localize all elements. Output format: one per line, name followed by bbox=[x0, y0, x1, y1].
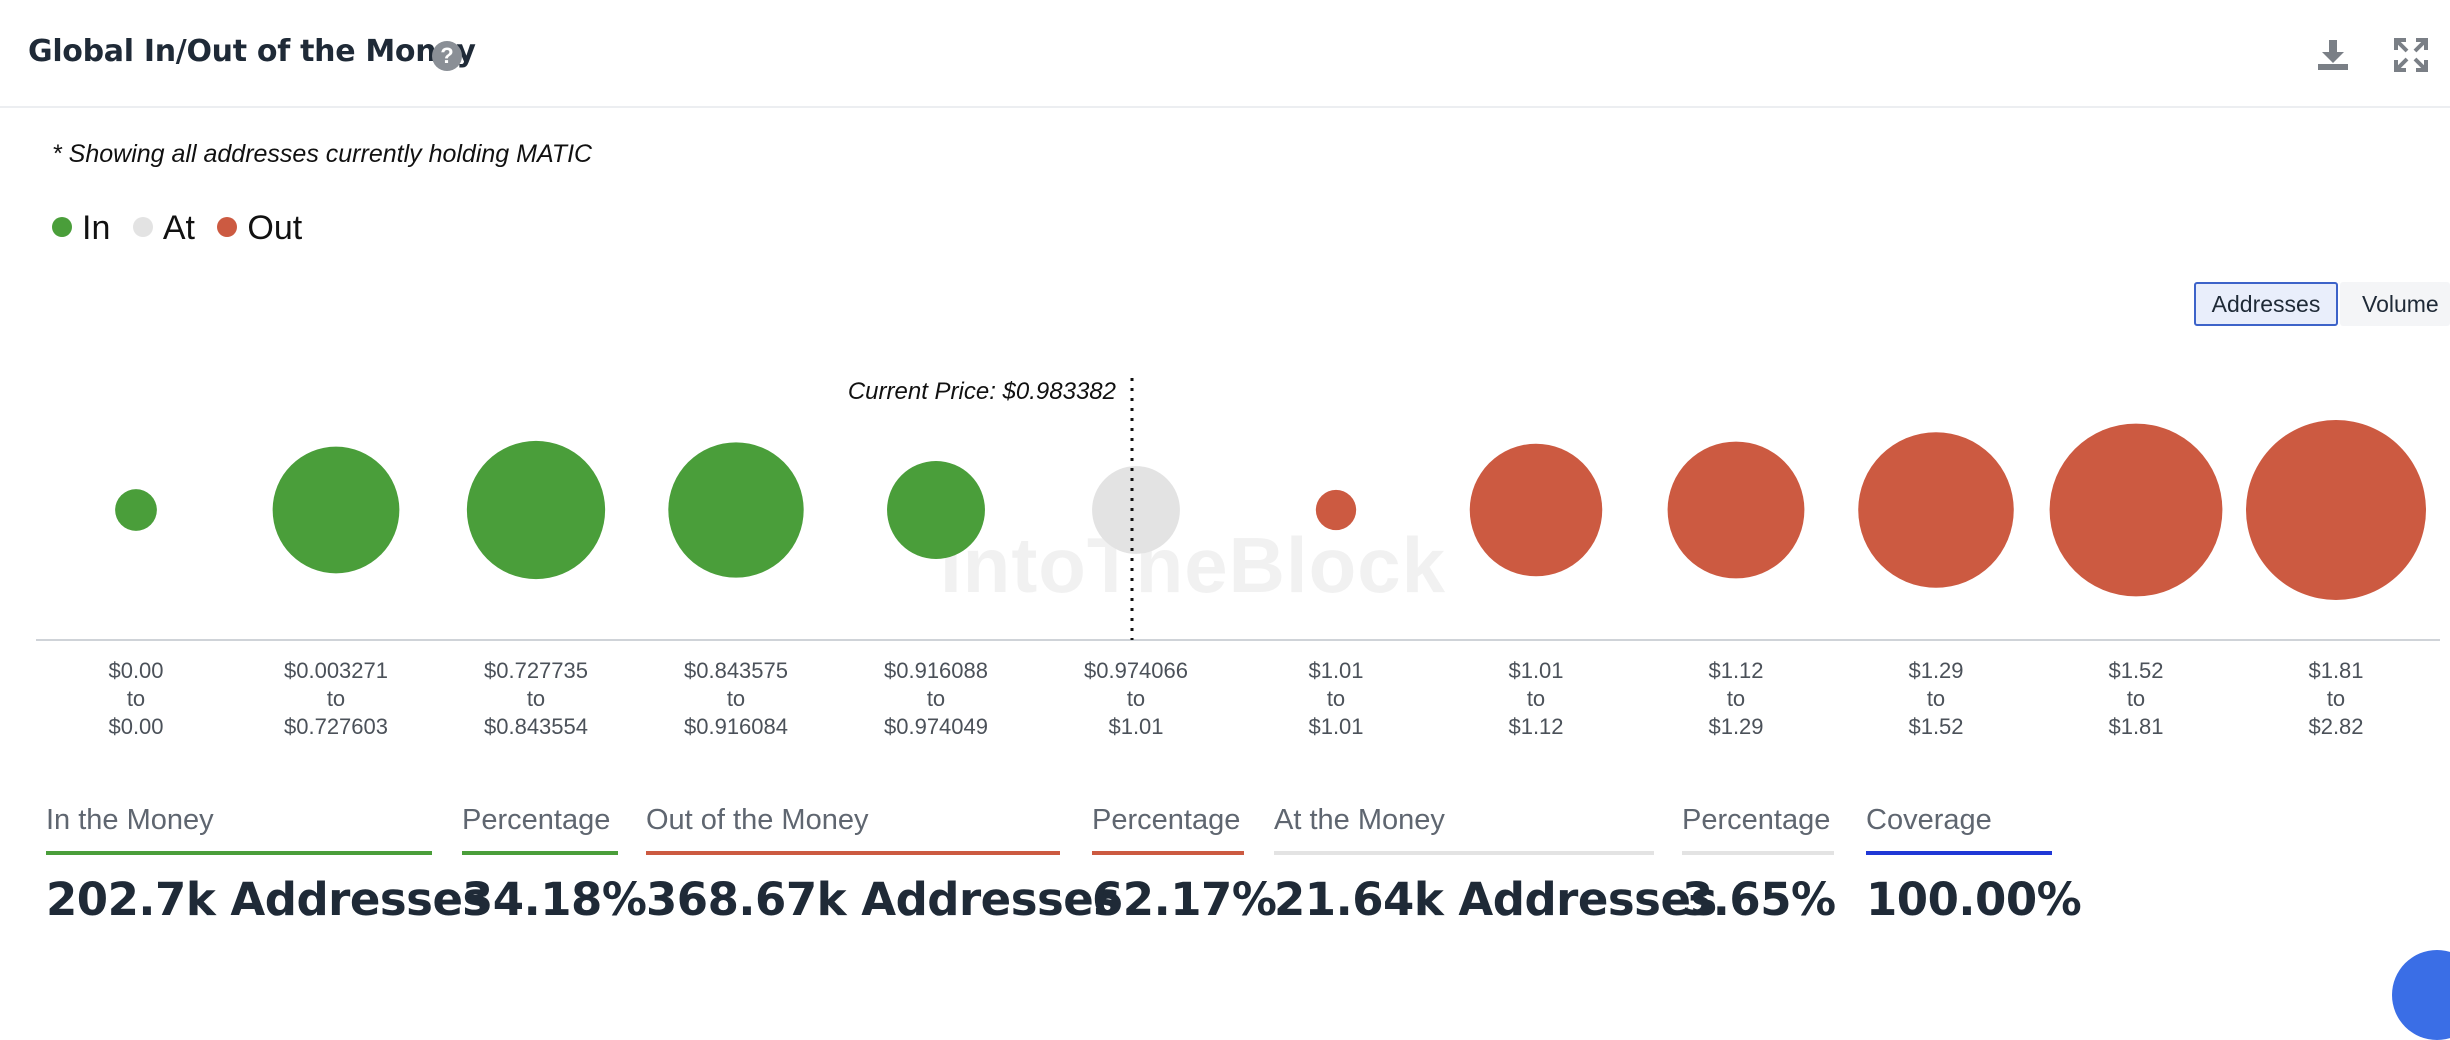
tick-label: to bbox=[1527, 686, 1545, 711]
bubble-out[interactable] bbox=[1315, 489, 1357, 531]
tick-label: to bbox=[927, 686, 945, 711]
holding-note: * Showing all addresses currently holdin… bbox=[52, 140, 593, 168]
legend-dot-in bbox=[52, 217, 72, 237]
stat-value: 368.67k Addresses bbox=[646, 873, 1120, 926]
legend: In At Out bbox=[52, 208, 320, 248]
stat-underline bbox=[1092, 851, 1244, 855]
legend-label-at: At bbox=[162, 209, 195, 247]
tick-label: $0.00 bbox=[108, 714, 163, 739]
tick-label: $1.81 bbox=[2308, 658, 2363, 683]
chat-launcher-button[interactable] bbox=[2392, 950, 2450, 1040]
bubble-in[interactable] bbox=[887, 461, 985, 559]
tick-label: $0.974049 bbox=[884, 714, 988, 739]
stat-3: Percentage 62.17% bbox=[1092, 804, 1277, 926]
stat-underline bbox=[1866, 851, 2052, 855]
bubble-chart: $0.00 to $0.00 $0.003271 to $0.727603 $0.72773… bbox=[36, 378, 2440, 739]
legend-dot-at bbox=[132, 217, 153, 237]
tick-label: $1.29 bbox=[1708, 714, 1763, 739]
tick-label: $0.003271 bbox=[284, 658, 388, 683]
tick-label: $1.01 bbox=[1308, 714, 1363, 739]
bubble-in[interactable] bbox=[115, 489, 157, 531]
tick-label: to bbox=[2127, 686, 2145, 711]
tick-label: to bbox=[127, 686, 145, 711]
stat-value: 202.7k Addresses bbox=[46, 873, 489, 926]
intotheblock-watermark: IntoTheBlock bbox=[940, 521, 1447, 609]
stat-label: In the Money bbox=[46, 804, 214, 836]
bubble-in[interactable] bbox=[272, 446, 400, 574]
tick-label: $1.52 bbox=[2108, 658, 2163, 683]
legend-label-in: In bbox=[82, 209, 111, 247]
tick-label: $0.974066 bbox=[1084, 658, 1188, 683]
tick-label: to bbox=[727, 686, 745, 711]
bubble-in[interactable] bbox=[466, 440, 606, 580]
stat-underline bbox=[46, 851, 432, 855]
bubble-out[interactable] bbox=[1469, 443, 1603, 577]
current-price-label: Current Price: $0.983382 bbox=[848, 378, 1116, 405]
expand-icon[interactable] bbox=[2392, 36, 2430, 74]
tick-label: $0.843575 bbox=[684, 658, 788, 683]
stat-6: Coverage 100.00% bbox=[1866, 804, 2082, 926]
tick-label: $2.82 bbox=[2308, 714, 2363, 739]
stat-label: Coverage bbox=[1866, 804, 1992, 836]
tick-label: $0.727735 bbox=[484, 658, 588, 683]
stat-label: Out of the Money bbox=[646, 804, 869, 836]
stat-value: 21.64k Addresses bbox=[1274, 873, 1717, 926]
stat-label: Percentage bbox=[462, 804, 611, 836]
stat-value: 100.00% bbox=[1866, 873, 2082, 926]
legend-item-at[interactable]: At bbox=[132, 208, 195, 248]
bubble-out[interactable] bbox=[2246, 420, 2426, 600]
tick-label: $1.29 bbox=[1908, 658, 1963, 683]
volume-toggle-button[interactable]: Volume bbox=[2340, 282, 2450, 326]
tick-label: to bbox=[2327, 686, 2345, 711]
stat-1: Percentage 34.18% bbox=[462, 804, 647, 926]
tick-label: $1.81 bbox=[2108, 714, 2163, 739]
bubble-out[interactable] bbox=[2049, 423, 2223, 597]
stat-underline bbox=[1274, 851, 1654, 855]
stat-value: 34.18% bbox=[462, 873, 647, 926]
stat-underline bbox=[646, 851, 1060, 855]
bubble-in[interactable] bbox=[668, 442, 804, 578]
stat-value: 3.65% bbox=[1682, 873, 1836, 926]
tick-label: to bbox=[527, 686, 545, 711]
stat-2: Out of the Money 368.67k Addresses bbox=[646, 804, 1120, 926]
bubble-out[interactable] bbox=[1667, 441, 1805, 579]
question-circle-icon[interactable]: ? bbox=[432, 41, 462, 71]
tick-label: $0.727603 bbox=[284, 714, 388, 739]
stat-5: Percentage 3.65% bbox=[1682, 804, 1836, 926]
tick-label: $0.916084 bbox=[684, 714, 788, 739]
tick-label: to bbox=[1327, 686, 1345, 711]
legend-dot-out bbox=[217, 217, 238, 237]
tick-label: $1.12 bbox=[1508, 714, 1563, 739]
tick-label: $1.52 bbox=[1908, 714, 1963, 739]
tick-label: $0.843554 bbox=[484, 714, 588, 739]
tick-label: $1.01 bbox=[1508, 658, 1563, 683]
stat-0: In the Money 202.7k Addresses bbox=[46, 804, 489, 926]
bubble-out[interactable] bbox=[1858, 432, 2014, 588]
tick-label: to bbox=[1727, 686, 1745, 711]
tick-label: $0.916088 bbox=[884, 658, 988, 683]
stat-underline bbox=[1682, 851, 1834, 855]
chart-header: Global In/Out of the Money ? bbox=[0, 0, 2450, 108]
tick-label: $1.01 bbox=[1308, 658, 1363, 683]
stat-label: At the Money bbox=[1274, 804, 1445, 836]
stat-label: Percentage bbox=[1682, 804, 1831, 836]
legend-item-in[interactable]: In bbox=[52, 208, 110, 248]
tick-label: $0.00 bbox=[108, 658, 163, 683]
chart-title: Global In/Out of the Money bbox=[28, 34, 476, 69]
download-icon[interactable] bbox=[2314, 36, 2352, 74]
tick-label: $1.01 bbox=[1108, 714, 1163, 739]
legend-item-out[interactable]: Out bbox=[217, 208, 302, 248]
bubble-at[interactable] bbox=[1092, 466, 1180, 554]
stat-value: 62.17% bbox=[1092, 873, 1277, 926]
tick-label: to bbox=[327, 686, 345, 711]
stat-label: Percentage bbox=[1092, 804, 1241, 836]
tick-label: to bbox=[1927, 686, 1945, 711]
stat-underline bbox=[462, 851, 618, 855]
tick-label: $1.12 bbox=[1708, 658, 1763, 683]
legend-label-out: Out bbox=[247, 209, 303, 247]
stat-4: At the Money 21.64k Addresses bbox=[1274, 804, 1717, 926]
addresses-toggle-button[interactable]: Addresses bbox=[2194, 282, 2338, 326]
tick-label: to bbox=[1127, 686, 1145, 711]
